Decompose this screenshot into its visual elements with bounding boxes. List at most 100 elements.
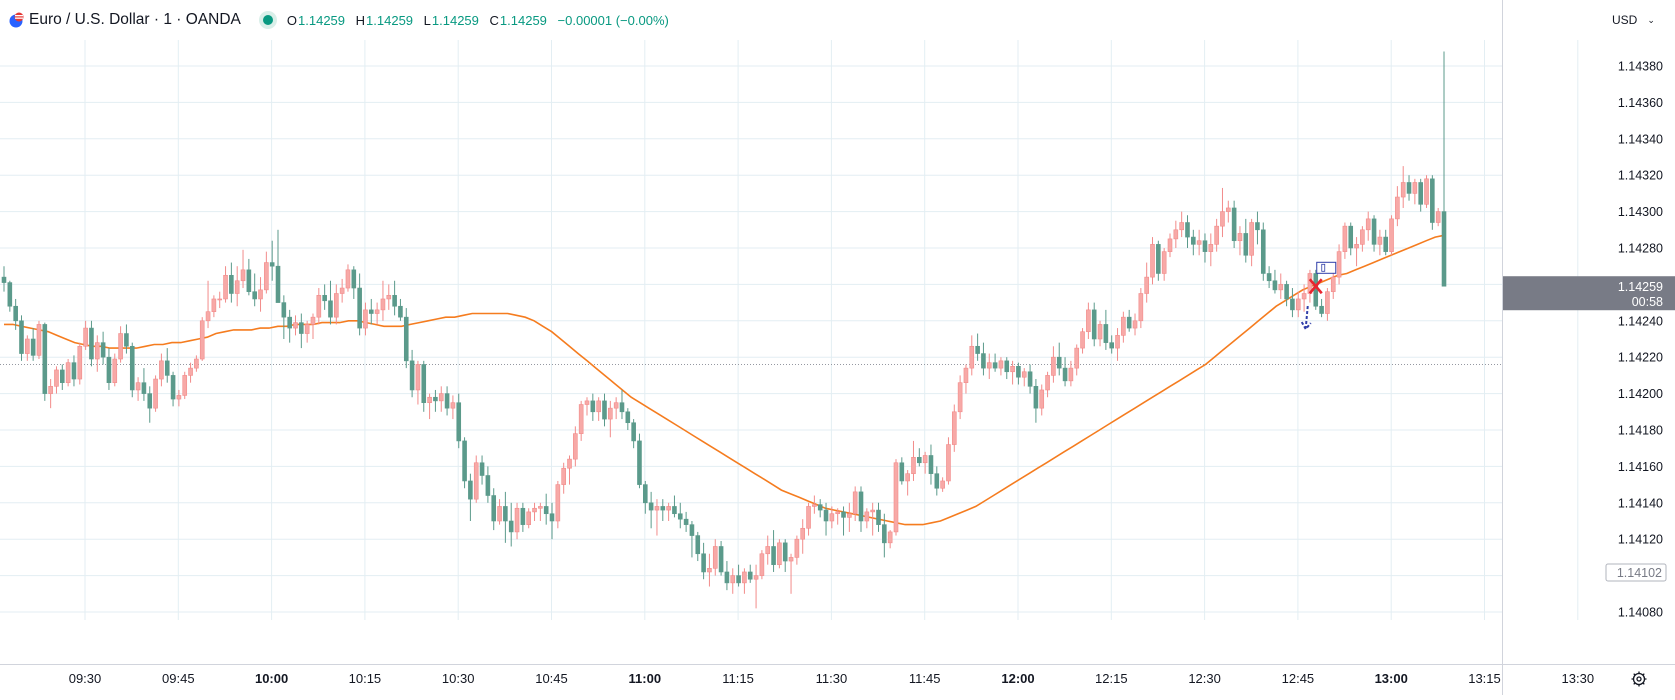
candle-down — [1191, 229, 1196, 256]
candle-up — [1330, 269, 1336, 299]
candle-up — [806, 502, 811, 536]
candle-down — [1156, 240, 1161, 281]
candle-body — [1191, 236, 1196, 245]
candle-down — [590, 393, 596, 421]
candle-body — [992, 362, 998, 369]
candle-body — [1185, 222, 1190, 238]
candle-body — [689, 524, 695, 536]
candle-body — [363, 309, 368, 329]
candle-body — [106, 356, 112, 383]
price-tick-label: 1.14240 — [1618, 314, 1663, 328]
candle-up — [153, 375, 158, 412]
candle-down — [246, 258, 252, 296]
candle-down — [672, 495, 677, 518]
candle-down — [351, 266, 357, 299]
candle-body — [777, 542, 782, 565]
candle-down — [433, 389, 438, 412]
candle-body — [648, 502, 654, 511]
candle-body — [13, 305, 18, 322]
candle-up — [363, 302, 368, 336]
candle-body — [159, 360, 164, 380]
candle-body — [1097, 324, 1103, 340]
candle-body — [1167, 238, 1173, 252]
candle-down — [1406, 175, 1412, 201]
candle-up — [1086, 302, 1091, 339]
candle-body — [223, 274, 228, 300]
price-tick-label: 1.14300 — [1618, 205, 1663, 219]
candle-body — [1226, 207, 1231, 212]
candle-body — [782, 542, 788, 562]
candle-body — [1138, 293, 1144, 322]
candle-up — [316, 288, 322, 325]
gear-icon[interactable] — [1630, 670, 1648, 688]
candle-up — [258, 277, 263, 312]
candle-up — [380, 280, 386, 321]
candle-body — [1243, 233, 1249, 256]
candle-down — [164, 348, 170, 383]
candle-up — [345, 264, 351, 292]
candle-down — [602, 393, 607, 427]
candle-up — [567, 455, 572, 485]
candle-body — [986, 362, 992, 369]
change-value: −0.00001 (−0.00%) — [557, 12, 669, 28]
candle-down — [147, 386, 153, 423]
candle-up — [1196, 229, 1202, 256]
candle-up — [334, 284, 339, 325]
candle-up — [1301, 284, 1307, 312]
candle-down — [71, 355, 77, 387]
candle-down — [462, 437, 467, 489]
candle-up — [1039, 384, 1045, 416]
candle-body — [1430, 178, 1435, 223]
candle-body — [794, 538, 800, 558]
candle-body — [876, 509, 881, 525]
candle-body — [281, 302, 287, 318]
candle-up — [864, 508, 870, 529]
candle-up — [1220, 187, 1225, 238]
candle-body — [1179, 222, 1184, 231]
candle-body — [1132, 320, 1138, 329]
candle-body — [252, 291, 257, 300]
candle-up — [742, 568, 747, 594]
candle-body — [392, 295, 397, 307]
candle-up — [1121, 311, 1126, 343]
candle-up — [777, 539, 782, 569]
candle-body — [1086, 309, 1091, 333]
candle-body — [899, 462, 905, 482]
candle-down — [7, 280, 13, 312]
candle-down — [1284, 280, 1289, 307]
candle-body — [998, 360, 1004, 369]
candle-down — [13, 298, 18, 330]
time-tick-label: 11:45 — [909, 671, 941, 686]
candle-up — [48, 379, 53, 409]
currency-select[interactable]: USD ⌄ — [1606, 8, 1666, 32]
candle-down — [1430, 175, 1435, 230]
candle-up — [1237, 226, 1243, 256]
candle-body — [293, 322, 298, 329]
candle-body — [555, 484, 561, 522]
candle-up — [240, 249, 246, 289]
candle-body — [660, 506, 666, 511]
candle-down — [281, 295, 287, 339]
candle-body — [1266, 273, 1272, 282]
candle-body — [1033, 386, 1039, 409]
candle-up — [730, 568, 736, 594]
candle-body — [1016, 365, 1021, 378]
candle-body — [135, 382, 141, 391]
candle-up — [188, 362, 193, 383]
candle-body — [246, 269, 252, 292]
candle-up — [25, 335, 30, 361]
candle-down — [747, 564, 753, 583]
candle-body — [1400, 182, 1406, 198]
candle-body — [316, 295, 322, 318]
market-open-indicator-icon — [262, 15, 273, 25]
candle-body — [765, 546, 771, 555]
symbol-title[interactable]: Euro / U.S. Dollar · 1 · OANDA — [29, 11, 241, 28]
candle-up — [77, 342, 83, 385]
candle-up — [1208, 233, 1214, 267]
candle-down — [619, 389, 625, 420]
candle-down — [1202, 233, 1208, 263]
candle-down — [322, 284, 327, 310]
candle-up — [1173, 220, 1179, 248]
